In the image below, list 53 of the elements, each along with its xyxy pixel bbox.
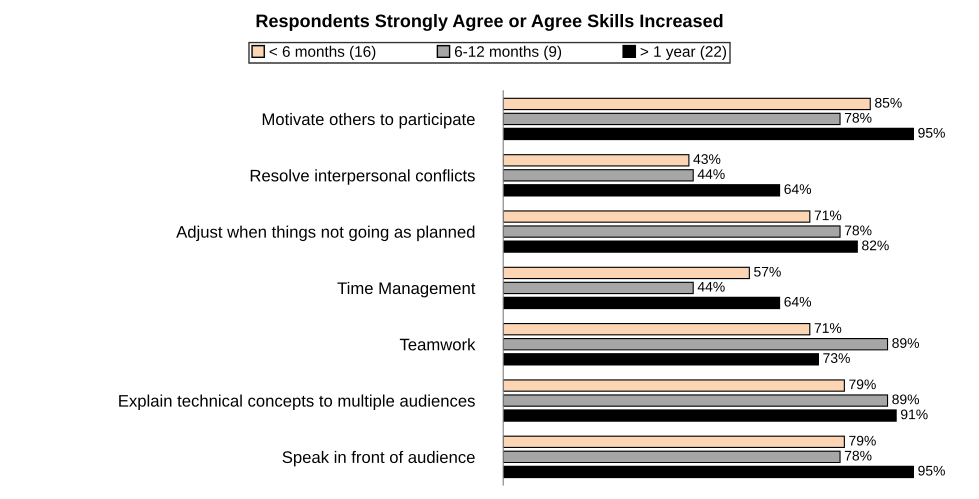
bar bbox=[503, 466, 914, 478]
data-label: 82% bbox=[862, 240, 889, 250]
data-label: 95% bbox=[918, 466, 945, 476]
bar bbox=[503, 409, 897, 422]
chart-title: Respondents Strongly Agree or Agree Skills Increased bbox=[256, 14, 722, 31]
bar bbox=[503, 394, 888, 407]
bar bbox=[503, 296, 780, 310]
bar bbox=[503, 210, 810, 223]
data-label: 79% bbox=[849, 379, 876, 390]
bar bbox=[503, 353, 820, 366]
data-label: 73% bbox=[823, 353, 850, 363]
data-label: 44% bbox=[698, 282, 725, 292]
data-label: 89% bbox=[892, 338, 920, 348]
bar bbox=[503, 338, 888, 350]
bar bbox=[503, 379, 845, 392]
data-label: 78% bbox=[844, 226, 872, 236]
bar bbox=[503, 266, 750, 280]
y-tick-label: Speak in front of audience bbox=[282, 450, 475, 466]
data-label: 71% bbox=[814, 210, 842, 220]
data-label: 64% bbox=[784, 184, 812, 194]
data-label: 78% bbox=[844, 450, 872, 461]
bar bbox=[503, 154, 690, 166]
bar bbox=[503, 240, 858, 253]
data-label: 64% bbox=[784, 296, 812, 307]
data-label: 95% bbox=[918, 128, 945, 138]
data-label: 78% bbox=[844, 112, 872, 123]
legend-label: > 1 year (22) bbox=[640, 46, 726, 60]
y-tick-label: Time Management bbox=[337, 282, 476, 298]
bar bbox=[503, 98, 871, 110]
y-tick-label: Motivate others to participate bbox=[262, 112, 475, 128]
bar bbox=[503, 450, 841, 464]
data-label: 43% bbox=[693, 154, 720, 164]
bar bbox=[503, 282, 694, 294]
y-tick-label: Resolve interpersonal conflicts bbox=[250, 169, 475, 185]
data-label: 71% bbox=[814, 323, 842, 333]
data-label: 91% bbox=[901, 409, 928, 420]
bar bbox=[503, 436, 845, 448]
bar bbox=[503, 112, 841, 126]
data-label: 79% bbox=[849, 436, 876, 446]
bar bbox=[503, 323, 810, 336]
data-label: 89% bbox=[892, 394, 920, 404]
bar bbox=[503, 184, 780, 196]
data-label: 44% bbox=[698, 169, 725, 179]
y-tick-label: Adjust when things not going as planned bbox=[176, 226, 474, 242]
legend-label: 6-12 months (9) bbox=[454, 46, 562, 60]
data-label: 85% bbox=[875, 98, 902, 108]
legend-label: < 6 months (16) bbox=[270, 46, 376, 60]
y-tick-label: Teamwork bbox=[400, 338, 476, 350]
bar bbox=[503, 225, 841, 238]
y-tick-label: Explain technical concepts to multiple audiences bbox=[119, 394, 475, 410]
bar bbox=[503, 128, 914, 140]
bar bbox=[503, 169, 694, 182]
data-label: 57% bbox=[754, 266, 781, 277]
